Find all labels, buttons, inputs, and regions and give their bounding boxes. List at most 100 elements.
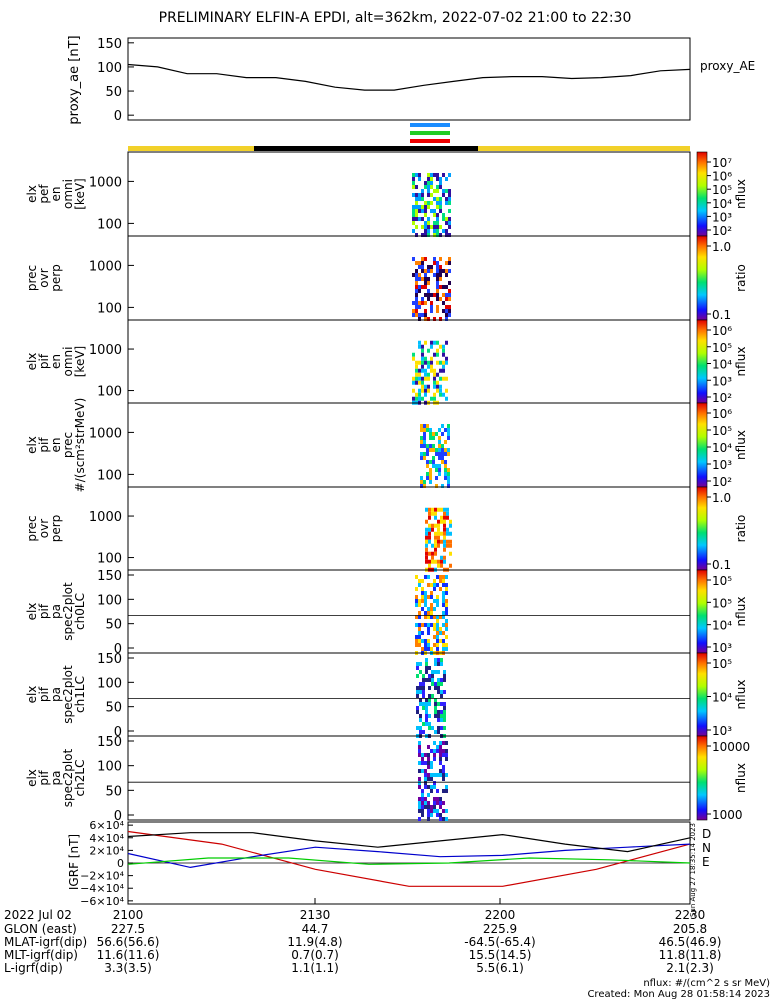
heat-cell [448,293,451,297]
heat-cell [422,730,425,734]
heat-cell [424,233,427,237]
heat-cell [433,785,436,789]
heat-cell [433,352,436,357]
panel-ytick-label: 150 [97,735,122,750]
heat-cell [418,177,421,181]
heat-cell [434,523,437,528]
heat-cell [424,229,427,233]
heat-cell [420,484,423,488]
heat-cell [445,785,448,789]
heat-cell [424,623,427,627]
heat-cell [418,261,421,265]
heat-cell [443,710,446,714]
heat-cell [449,539,452,544]
heat-cell [438,428,441,432]
panel-frame-8 [127,735,691,821]
heat-cell [427,221,430,225]
heat-cell [435,464,438,468]
heat-cell [443,543,446,548]
heat-cell [436,185,439,189]
heat-cell [427,575,430,579]
heat-cell [434,702,437,706]
heat-cell [427,611,430,615]
heat-cell [447,428,450,432]
heat-cell [436,583,439,587]
heat-cell [433,392,436,397]
heat-cell [439,297,442,301]
heat-cell [415,615,418,619]
heat-cell [444,468,447,472]
heat-cell [418,273,421,277]
heat-cell [431,559,434,564]
heat-cell [445,623,448,627]
heat-cell [433,340,436,345]
heat-cell [424,257,427,261]
igrf-tick-label: −2×10⁴ [80,870,124,883]
colorbar-label: nflux [734,763,748,793]
heat-cell [448,257,451,261]
heat-cell [424,575,427,579]
heat-cell [430,603,433,607]
heat-cell [430,583,433,587]
panel-ytick-label: 1000 [89,175,122,190]
heat-cell [424,221,427,225]
colorbar-tick-label: 10⁴ [712,358,732,372]
heat-cell [428,666,431,670]
heat-cell [416,666,419,670]
heat-cell [437,686,440,690]
heat-cell [436,623,439,627]
heat-cell [418,305,421,309]
colorbar-tick-label: 1.0 [712,240,731,254]
heat-cell [443,690,446,694]
heat-cell [418,615,421,619]
colorbar-label: ratio [734,264,748,292]
heat-cell [419,698,422,702]
panel-ylabel-line: #/(scm²strMeV) [73,398,87,493]
heat-cell [443,670,446,674]
heat-cell [443,706,446,710]
heat-cell [439,269,442,273]
heat-cell [442,631,445,635]
heat-cell [421,396,424,401]
heat-cell [434,511,437,516]
heat-cell [443,531,446,536]
heat-cell [436,229,439,233]
heat-cell [424,599,427,603]
heat-cell [434,670,437,674]
heat-cell [433,384,436,389]
heat-cell [439,579,442,583]
heat-cell [424,639,427,643]
heat-cell [436,595,439,599]
heat-cell [447,432,450,436]
panel-ytick-label: 100 [97,760,122,775]
heat-cell [429,460,432,464]
heat-cell [421,205,424,209]
proxy-ae-legend: proxy_AE [700,59,755,73]
heat-cell [421,380,424,385]
heat-cell [436,599,439,603]
panel-ylabel-line: pa [49,771,63,786]
heat-cell [440,658,443,662]
igrf-series-E [127,857,691,865]
colorbar-label: nflux [734,680,748,710]
heat-cell [445,273,448,277]
heat-cell [433,189,436,193]
heat-cell [421,368,424,373]
heat-cell [433,773,436,777]
heat-cell [427,757,430,761]
heat-cell [436,745,439,749]
heat-cell [447,448,450,452]
heat-cell [432,436,435,440]
heat-cell [427,265,430,269]
heat-cell [423,436,426,440]
heat-cell [436,177,439,181]
heat-cell [433,579,436,583]
ephemeris-value: 2.1(2.3) [666,961,714,975]
heat-cell [448,289,451,293]
heat-cell [432,444,435,448]
heat-cell [439,745,442,749]
heat-cell [431,543,434,548]
heat-cell [424,777,427,781]
heat-cell [427,809,430,813]
heat-cell [447,452,450,456]
